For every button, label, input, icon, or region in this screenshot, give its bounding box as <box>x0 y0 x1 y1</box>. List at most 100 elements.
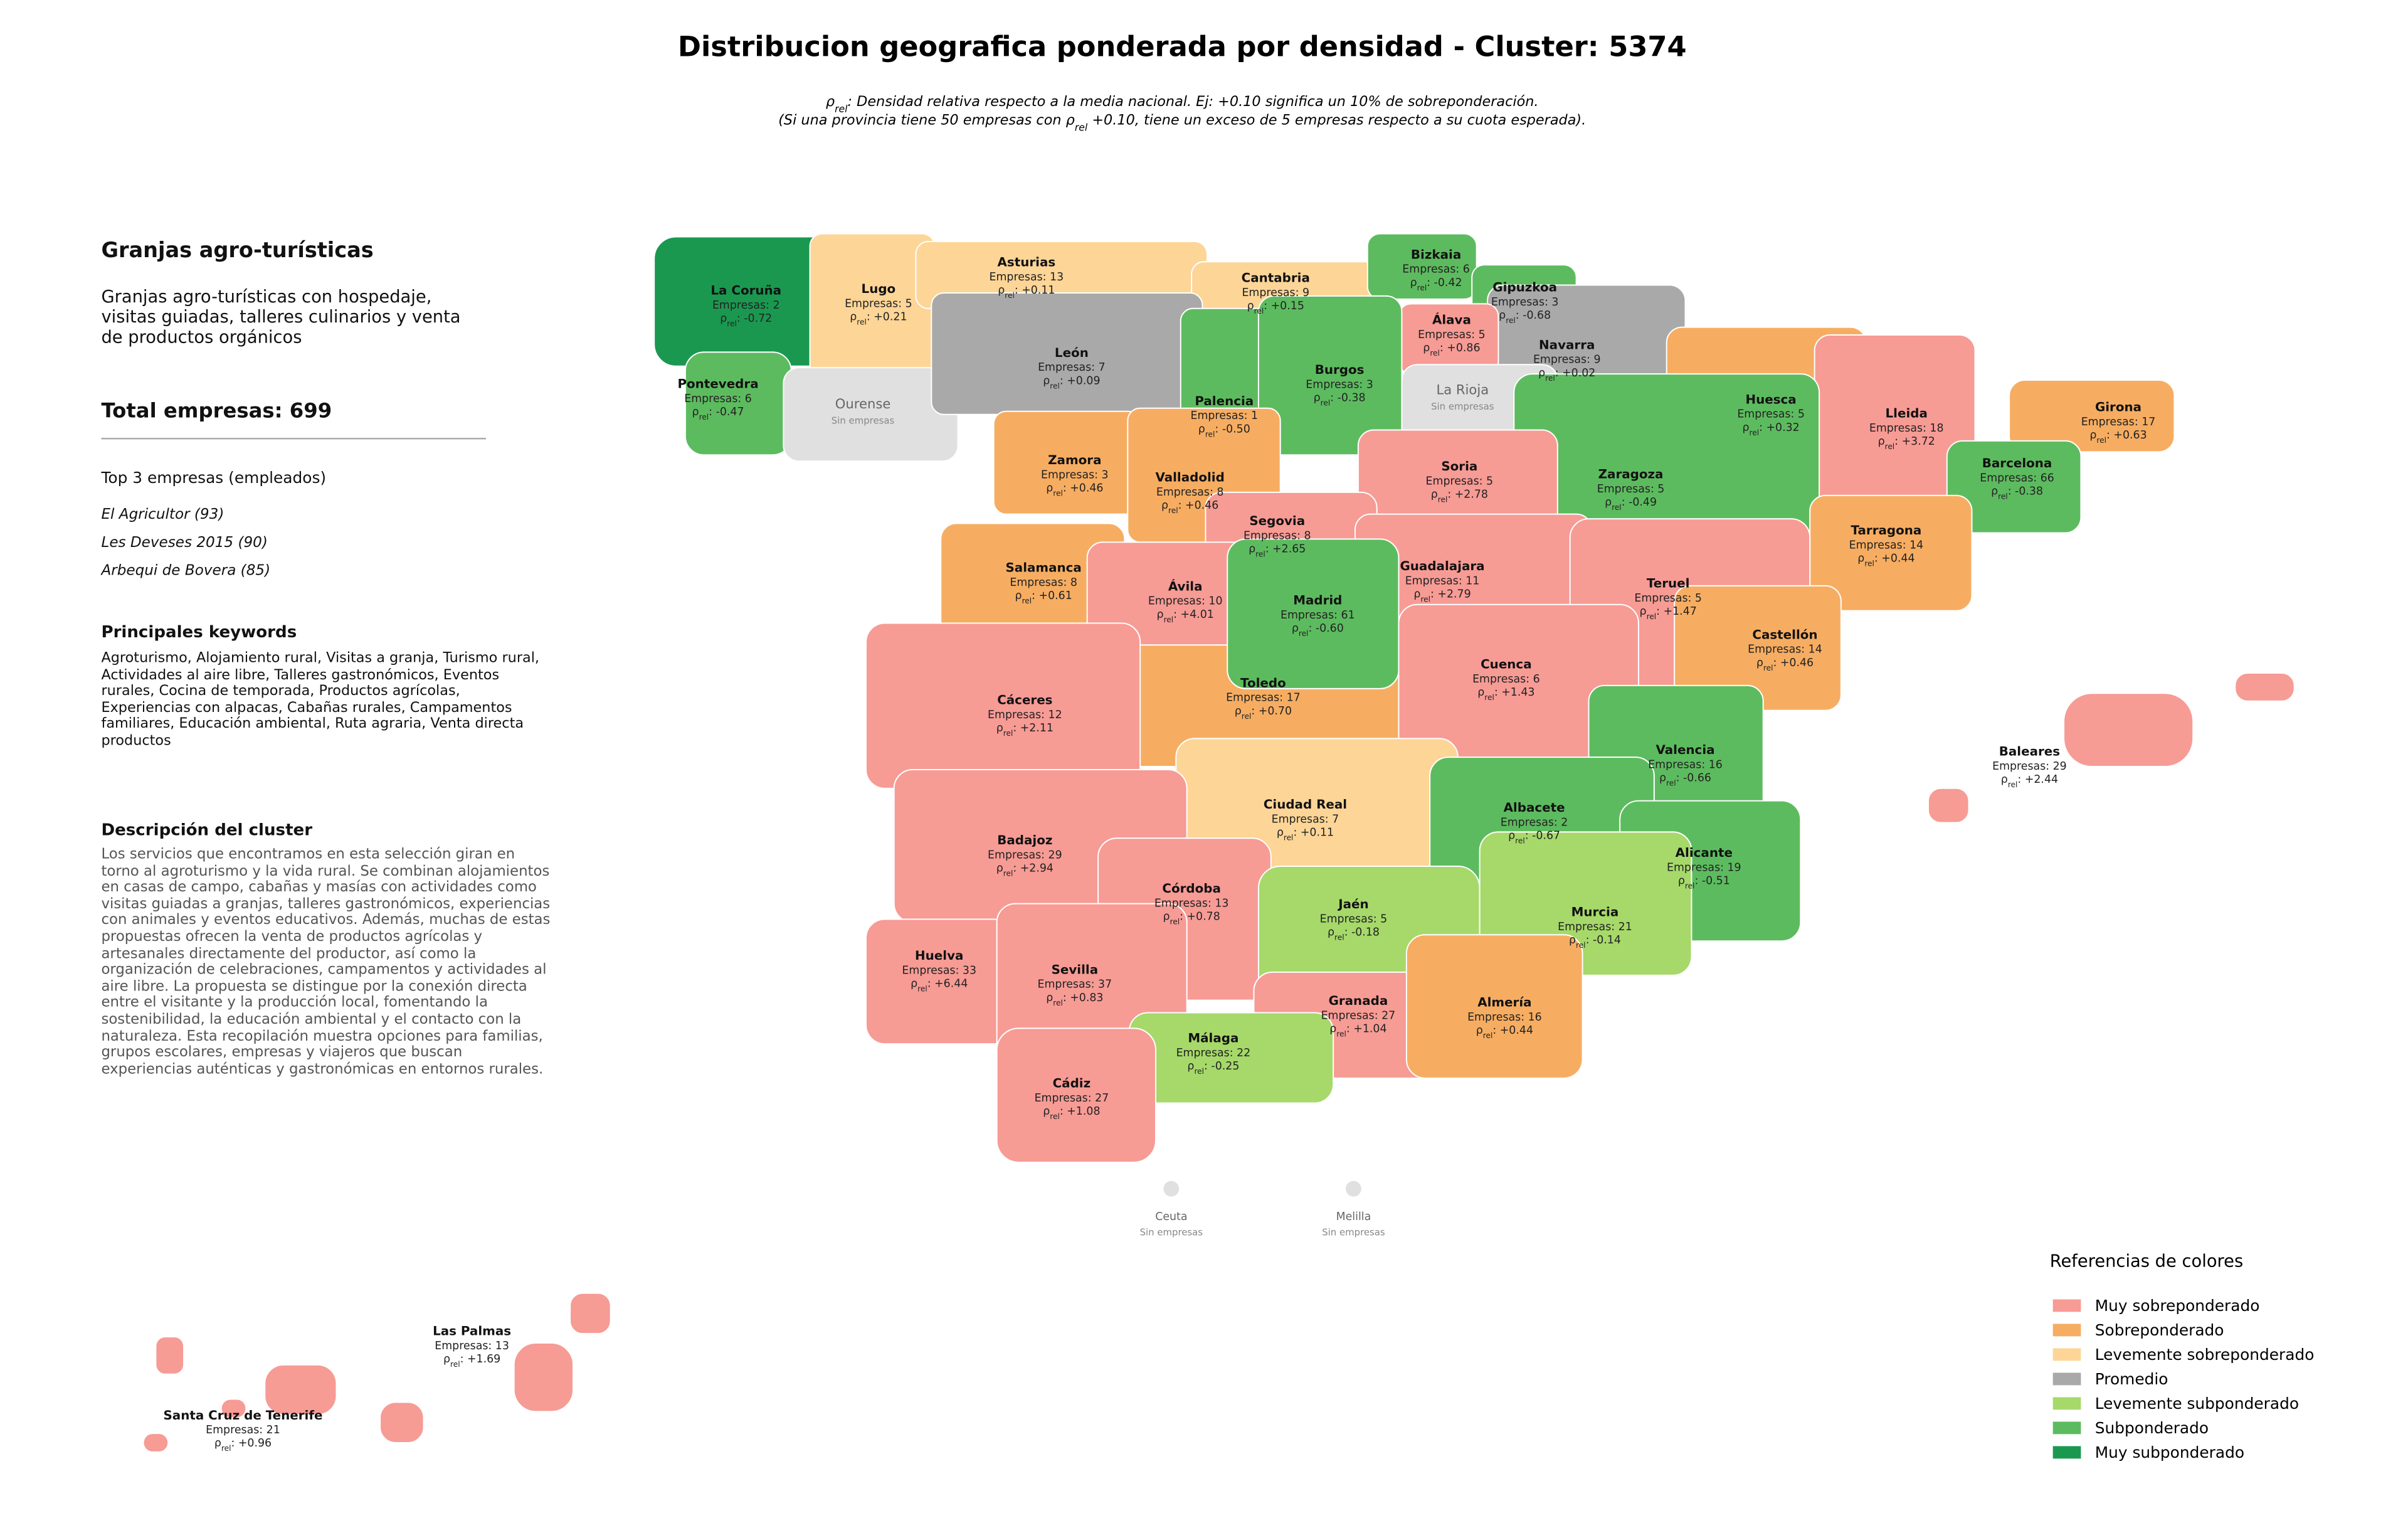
province-count: Empresas: 27 <box>1321 1009 1396 1022</box>
text-segment: ρ <box>2001 773 2008 786</box>
text-segment: rel <box>1430 349 1440 358</box>
text-segment: rel <box>1750 428 1760 437</box>
rho-value: +0.46 <box>1780 657 1814 669</box>
province-shape <box>569 1292 611 1335</box>
province-shape <box>2009 379 2175 453</box>
text-segment: : <box>1346 1023 1353 1036</box>
cluster-name: Granjas agro-turísticas <box>101 238 374 263</box>
legend-label: Levemente subponderado <box>2095 1394 2299 1413</box>
text-segment: : <box>1494 686 1501 699</box>
text-segment: : <box>1178 499 1185 512</box>
rho-value: -0.42 <box>1434 277 1462 289</box>
province-rho: ρrel: -0.38 <box>1314 392 1366 408</box>
text-segment: : <box>1215 423 1222 435</box>
rho-value: +2.44 <box>2025 773 2058 786</box>
province-name: Gipuzkoa <box>1492 280 1557 294</box>
province-count: Empresas: 11 <box>1405 575 1480 587</box>
text-segment: rel <box>1506 316 1516 325</box>
text-segment: rel <box>857 317 867 326</box>
rho-value: +1.08 <box>1067 1105 1100 1118</box>
province-name: Valladolid <box>1155 470 1224 485</box>
text-segment: ρ <box>1538 367 1545 379</box>
subtitle: ρrel: Densidad relativa respecto a la me… <box>826 93 1539 114</box>
province-count: Sin empresas <box>1431 401 1494 412</box>
rho-value: +0.96 <box>238 1437 272 1450</box>
text-segment: ρ <box>1043 374 1050 387</box>
rho-value: +2.79 <box>1437 588 1471 601</box>
text-segment: ρ <box>214 1437 221 1450</box>
province-name: Segovia <box>1249 514 1305 528</box>
province-name: Teruel <box>1647 576 1690 590</box>
rho-value: -0.50 <box>1222 423 1250 435</box>
province-count: Empresas: 2 <box>1501 816 1568 829</box>
text-segment: ρ <box>1161 499 1168 512</box>
rho-value: +2.78 <box>1455 489 1488 501</box>
province-rho: ρrel: +0.83 <box>1046 992 1103 1007</box>
text-segment: ρ <box>1413 588 1420 601</box>
rho-value: +0.44 <box>1881 552 1914 565</box>
province-name: Baleares <box>1999 745 2060 759</box>
province-shape <box>1257 295 1403 456</box>
province-count: Empresas: 13 <box>435 1340 509 1352</box>
province-rho: ρrel: -0.60 <box>1292 622 1344 638</box>
rho-value: +1.43 <box>1501 686 1534 699</box>
rho-value: +2.94 <box>1020 862 1054 875</box>
province-rho: ρrel: -0.25 <box>1187 1060 1239 1076</box>
text-segment: rel <box>1515 837 1525 846</box>
text-segment: : <box>1516 309 1523 322</box>
text-segment: rel <box>1417 284 1427 292</box>
province-name: Jaén <box>1337 897 1368 911</box>
text-segment: : <box>1586 934 1593 947</box>
text-segment: rel <box>1050 381 1060 390</box>
province-rho: ρrel: +0.96 <box>214 1437 272 1453</box>
text-segment: ρ <box>1046 482 1053 495</box>
province-count: Empresas: 8 <box>1156 486 1224 499</box>
province-rho: ρrel: -0.67 <box>1508 830 1560 846</box>
rho-value: +0.46 <box>1070 482 1103 495</box>
text-segment: ρ <box>998 284 1005 297</box>
text-segment: : <box>1264 300 1270 312</box>
text-segment: ρ <box>1423 342 1430 354</box>
province-count: Empresas: 3 <box>1306 378 1373 391</box>
province-shape <box>2063 692 2194 768</box>
text-segment: rel <box>1022 597 1032 605</box>
province-rho: ρrel: -0.47 <box>692 406 744 422</box>
text-segment: : <box>1447 489 1454 501</box>
province-rho: ρrel: +0.02 <box>1538 367 1595 383</box>
province-rho: ρrel: +0.70 <box>1235 705 1292 721</box>
text-segment: rel <box>699 413 709 422</box>
province-rho: ρrel: -0.18 <box>1328 926 1380 942</box>
province-name: Ceuta <box>1155 1211 1187 1223</box>
province-name: Melilla <box>1336 1211 1371 1223</box>
text-segment: : <box>1440 342 1447 354</box>
text-segment: : <box>1676 772 1683 785</box>
text-segment: ρ <box>1878 435 1885 448</box>
rho-value: -0.38 <box>1338 392 1366 405</box>
province-count: Empresas: 18 <box>1869 422 1944 435</box>
province-name: Cuenca <box>1481 657 1532 672</box>
rho-value: -0.38 <box>2015 485 2043 498</box>
rho-value: +1.47 <box>1664 605 1697 618</box>
text-segment: : <box>1656 605 1663 618</box>
text-segment: rel <box>450 1360 460 1369</box>
text-segment: ρ <box>1477 686 1484 699</box>
rho-value: +0.32 <box>1766 422 1799 434</box>
rho-value: +0.86 <box>1447 342 1480 354</box>
province-rho: ρrel: +2.44 <box>2001 773 2058 789</box>
text-segment: : <box>1622 496 1629 509</box>
province-name: Asturias <box>998 255 1056 270</box>
text-segment: rel <box>1254 307 1264 316</box>
province-rho: ρrel: +0.46 <box>1756 657 1814 672</box>
text-segment: ρ <box>1569 934 1576 947</box>
text-segment: : <box>231 1437 238 1450</box>
text-segment: : <box>460 1353 467 1366</box>
legend-swatch <box>2052 1348 2081 1361</box>
text-segment: : <box>1265 543 1272 556</box>
text-segment: : <box>1430 588 1437 601</box>
province-name: Zaragoza <box>1598 467 1664 482</box>
province-rho: ρrel: -0.68 <box>1499 309 1551 325</box>
rho-value: -0.49 <box>1629 496 1657 509</box>
province-name: Lugo <box>862 282 896 296</box>
province-count: Empresas: 29 <box>1992 760 2067 773</box>
